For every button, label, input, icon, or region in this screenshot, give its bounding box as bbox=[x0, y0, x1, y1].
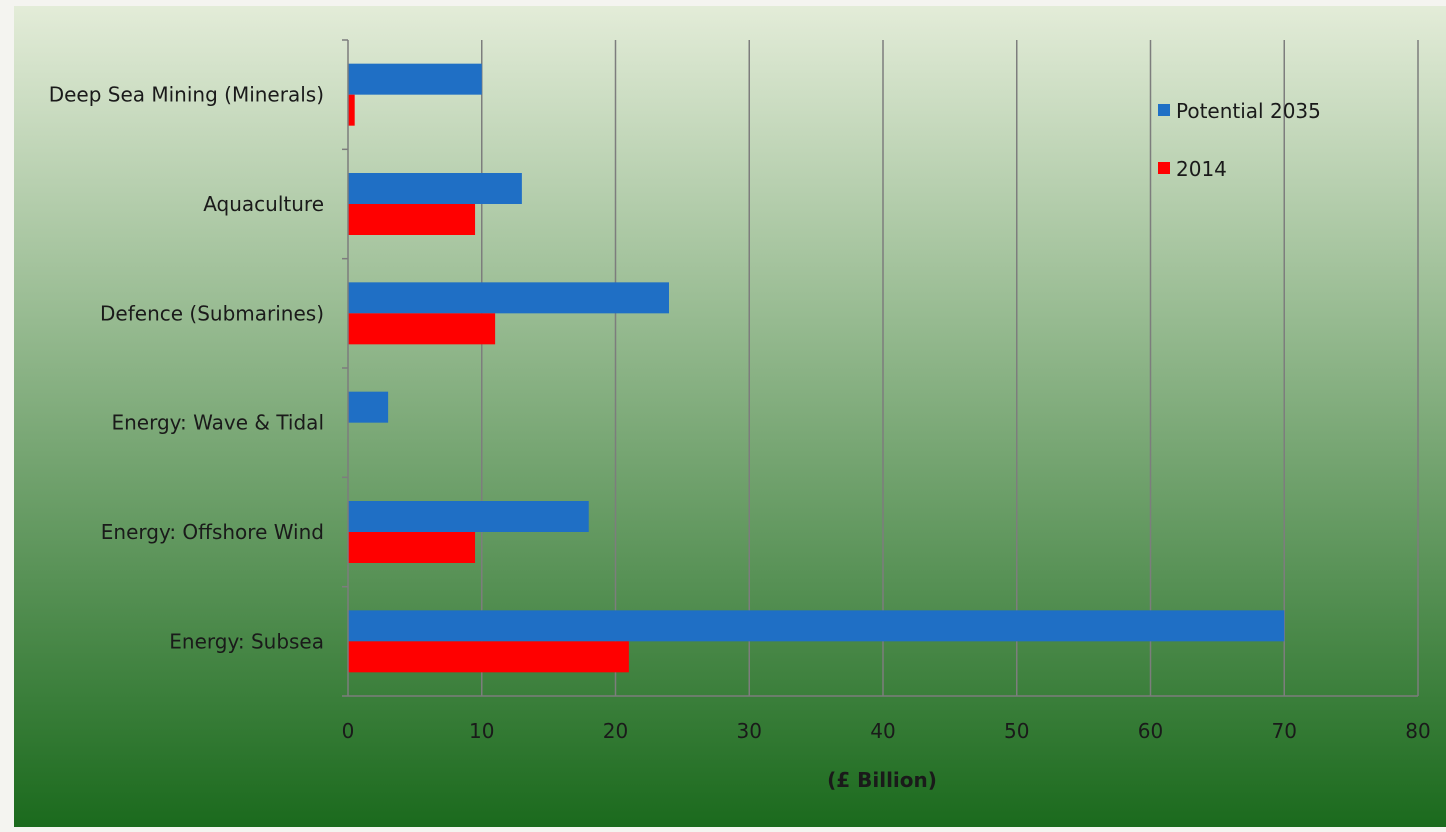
axes bbox=[342, 39, 1418, 697]
bar-2014 bbox=[348, 313, 496, 345]
legend-swatch bbox=[1158, 104, 1170, 116]
plot-background bbox=[14, 6, 1446, 827]
legend-label: 2014 bbox=[1176, 157, 1227, 181]
category-label: Aquaculture bbox=[203, 192, 324, 216]
bar-potential-2035 bbox=[348, 63, 482, 95]
category-labels: Deep Sea Mining (Minerals) Aquaculture Def… bbox=[49, 83, 324, 654]
x-tick-label: 70 bbox=[1272, 719, 1297, 743]
x-tick-label: 30 bbox=[737, 719, 762, 743]
bar-potential-2035 bbox=[348, 282, 669, 314]
category-label: Energy: Subsea bbox=[169, 629, 324, 653]
legend-swatch bbox=[1158, 162, 1170, 174]
legend-label: Potential 2035 bbox=[1176, 99, 1321, 123]
bar-2014 bbox=[348, 532, 476, 563]
gridlines bbox=[481, 40, 1419, 696]
category-label: Energy: Wave & Tidal bbox=[111, 411, 324, 435]
x-tick-labels: 0 10 20 30 40 50 60 70 80 bbox=[342, 719, 1431, 743]
bar-2014 bbox=[348, 641, 629, 673]
category-label: Defence (Submarines) bbox=[100, 301, 324, 325]
x-tick-label: 40 bbox=[870, 719, 895, 743]
legend: Potential 2035 2014 bbox=[1158, 99, 1321, 181]
bar-2014 bbox=[348, 94, 355, 126]
x-tick-label: 0 bbox=[342, 719, 355, 743]
x-tick-label: 10 bbox=[469, 719, 494, 743]
bar-2014 bbox=[348, 204, 476, 235]
x-tick-label: 80 bbox=[1405, 719, 1430, 743]
bars bbox=[348, 63, 1285, 673]
bar-potential-2035 bbox=[348, 391, 389, 423]
x-axis-title: (£ Billion) bbox=[827, 768, 937, 792]
category-label: Energy: Offshore Wind bbox=[101, 520, 324, 544]
x-tick-label: 60 bbox=[1138, 719, 1163, 743]
bar-potential-2035 bbox=[348, 610, 1285, 642]
x-tick-label: 50 bbox=[1004, 719, 1029, 743]
bar-potential-2035 bbox=[348, 173, 522, 204]
bar-potential-2035 bbox=[348, 501, 589, 532]
x-tick-label: 20 bbox=[603, 719, 628, 743]
category-label: Deep Sea Mining (Minerals) bbox=[49, 83, 324, 107]
